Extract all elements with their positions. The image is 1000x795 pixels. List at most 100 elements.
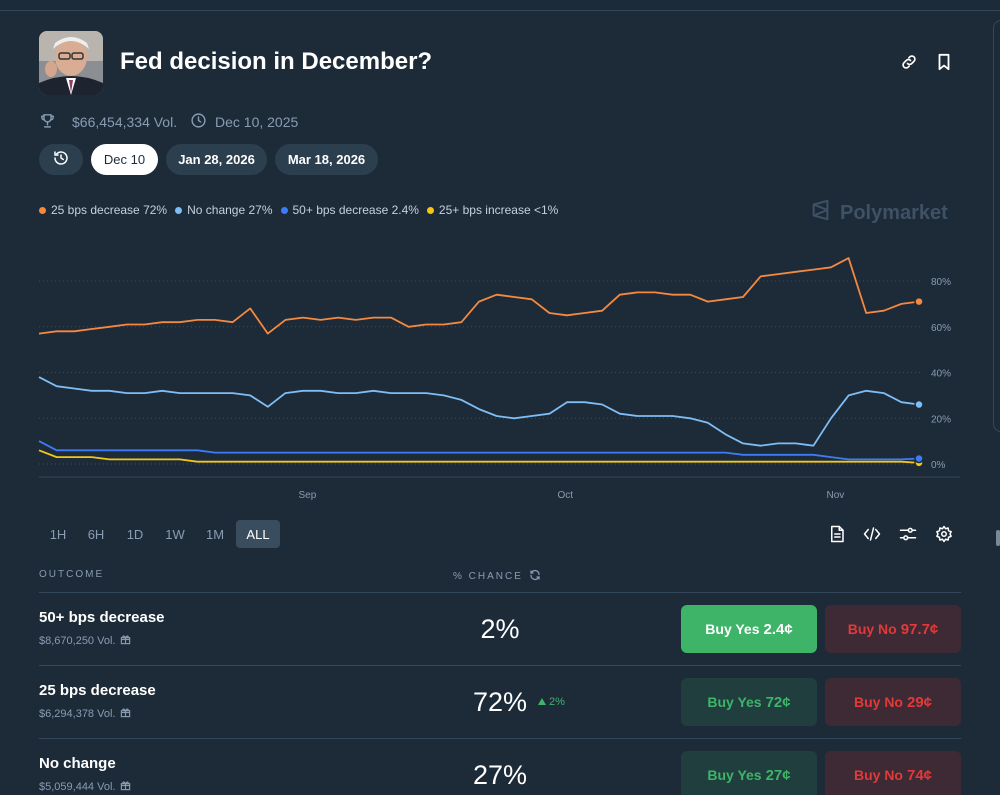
volume-meta: $66,454,334 Vol. xyxy=(39,112,177,132)
buy-yes-label: Buy Yes xyxy=(707,694,762,710)
y-tick-label: 20% xyxy=(931,414,951,425)
x-tick-label: Nov xyxy=(827,490,845,501)
buy-yes-button[interactable]: Buy Yes 2.4¢ xyxy=(681,605,817,653)
buy-yes-label: Buy Yes xyxy=(705,621,760,637)
legend-dot xyxy=(280,206,288,214)
gift-icon[interactable] xyxy=(120,634,131,648)
top-divider xyxy=(0,10,1000,11)
copy-link-icon[interactable] xyxy=(897,50,921,74)
buy-no-price: 29¢ xyxy=(906,693,933,711)
series-endpoint xyxy=(914,453,924,464)
y-tick-label: 80% xyxy=(931,277,951,288)
market-title: Fed decision in December? xyxy=(120,48,433,75)
bookmark-icon[interactable] xyxy=(932,50,956,74)
buy-yes-price: 72¢ xyxy=(765,693,791,711)
chance-column-header[interactable]: % CHANCE xyxy=(453,569,541,584)
buy-no-price: 97.7¢ xyxy=(900,620,939,638)
buy-yes-button[interactable]: Buy Yes 27¢ xyxy=(681,751,817,795)
outcome-volume-text: $6,294,378 Vol. xyxy=(39,708,116,720)
outcome-volume-text: $8,670,250 Vol. xyxy=(39,635,116,647)
y-tick-label: 0% xyxy=(931,460,946,471)
market-volume: $66,454,334 Vol. xyxy=(72,114,178,130)
legend-dot xyxy=(175,206,183,214)
history-button[interactable] xyxy=(39,144,83,175)
legend-item: 25 bps decrease 72% xyxy=(39,203,167,217)
trophy-icon xyxy=(39,112,56,132)
chart-legend: 25 bps decrease 72% No change 27% 50+ bp… xyxy=(39,203,558,217)
y-tick-label: 60% xyxy=(931,323,951,334)
legend-dot xyxy=(39,206,46,214)
buy-yes-price: 2.4¢ xyxy=(763,620,793,638)
legend-item: 25+ bps increase <1% xyxy=(426,203,558,217)
series-line xyxy=(38,257,920,335)
market-image xyxy=(39,31,103,95)
embed-code-icon[interactable] xyxy=(861,523,883,545)
document-icon[interactable] xyxy=(826,523,848,545)
chance-delta-value: 2% xyxy=(549,696,565,708)
settings-gear-icon[interactable] xyxy=(933,523,955,545)
buy-yes-button[interactable]: Buy Yes 72¢ xyxy=(681,678,817,726)
legend-item: 50+ bps decrease 2.4% xyxy=(280,203,419,217)
series-line xyxy=(38,440,920,461)
buy-no-button[interactable]: Buy No 29¢ xyxy=(825,678,961,726)
price-chart[interactable]: 80% 60% 40% 20% 0% Sep Oct Nov xyxy=(0,230,1000,510)
legend-label: 25 bps decrease 72% xyxy=(51,203,168,217)
outcome-volume: $5,059,444 Vol. xyxy=(39,780,131,794)
legend-label: No change 27% xyxy=(187,203,273,217)
outcome-name[interactable]: No change xyxy=(39,755,116,772)
tab-date-1[interactable]: Jan 28, 2026 xyxy=(166,144,267,175)
series-line xyxy=(38,449,920,464)
table-divider xyxy=(39,665,961,666)
up-arrow-icon xyxy=(538,696,546,708)
gift-icon[interactable] xyxy=(120,707,131,721)
polymarket-watermark: Polymarket xyxy=(810,199,948,227)
buy-no-button[interactable]: Buy No 97.7¢ xyxy=(825,605,961,653)
timeframe-6h[interactable]: 6H xyxy=(87,526,105,542)
outcome-name[interactable]: 25 bps decrease xyxy=(39,682,156,699)
x-tick-label: Oct xyxy=(557,490,573,501)
refresh-icon[interactable] xyxy=(529,569,541,584)
outcome-column-header: OUTCOME xyxy=(39,569,105,580)
outcome-chance: 72% xyxy=(472,687,528,717)
series-line xyxy=(38,376,920,447)
tab-date-2[interactable]: Mar 18, 2026 xyxy=(275,144,378,175)
chance-header-label: % CHANCE xyxy=(453,571,523,582)
y-tick-label: 40% xyxy=(931,369,951,380)
buy-no-label: Buy No xyxy=(853,694,903,710)
buy-yes-price: 27¢ xyxy=(765,766,791,784)
outcome-chance: 2% xyxy=(480,614,520,644)
market-end-date: Dec 10, 2025 xyxy=(215,114,299,130)
buy-no-label: Buy No xyxy=(853,767,903,783)
table-divider xyxy=(39,592,961,593)
buy-no-price: 74¢ xyxy=(906,766,933,784)
scroll-handle[interactable] xyxy=(996,530,1000,546)
outcome-name[interactable]: 50+ bps decrease xyxy=(39,609,165,626)
timeframe-1d[interactable]: 1D xyxy=(126,526,144,542)
outcome-volume-text: $5,059,444 Vol. xyxy=(39,781,116,793)
timeframe-1w[interactable]: 1W xyxy=(165,526,185,542)
outcome-volume: $8,670,250 Vol. xyxy=(39,634,131,648)
tab-date-0[interactable]: Dec 10 xyxy=(91,144,158,175)
timeframe-all[interactable]: ALL xyxy=(236,520,280,548)
end-date-meta: Dec 10, 2025 xyxy=(190,112,298,132)
series-endpoint xyxy=(914,399,924,410)
chance-delta: 2% xyxy=(538,696,565,708)
legend-label: 50+ bps decrease 2.4% xyxy=(292,203,419,217)
outcome-volume: $6,294,378 Vol. xyxy=(39,707,131,721)
filter-sliders-icon[interactable] xyxy=(897,523,919,545)
legend-item: No change 27% xyxy=(175,203,273,217)
timeframe-1m[interactable]: 1M xyxy=(205,526,225,542)
history-icon xyxy=(52,149,70,170)
series-endpoint xyxy=(914,296,924,307)
clock-icon xyxy=(190,112,207,132)
gift-icon[interactable] xyxy=(120,780,131,794)
outcome-chance: 27% xyxy=(472,760,528,790)
polymarket-logo-icon xyxy=(810,199,832,227)
buy-no-button[interactable]: Buy No 74¢ xyxy=(825,751,961,795)
buy-yes-label: Buy Yes xyxy=(707,767,762,783)
buy-no-label: Buy No xyxy=(847,621,897,637)
timeframe-1h[interactable]: 1H xyxy=(49,526,67,542)
brand-name: Polymarket xyxy=(840,201,948,224)
x-tick-label: Sep xyxy=(299,490,317,501)
table-divider xyxy=(39,738,961,739)
